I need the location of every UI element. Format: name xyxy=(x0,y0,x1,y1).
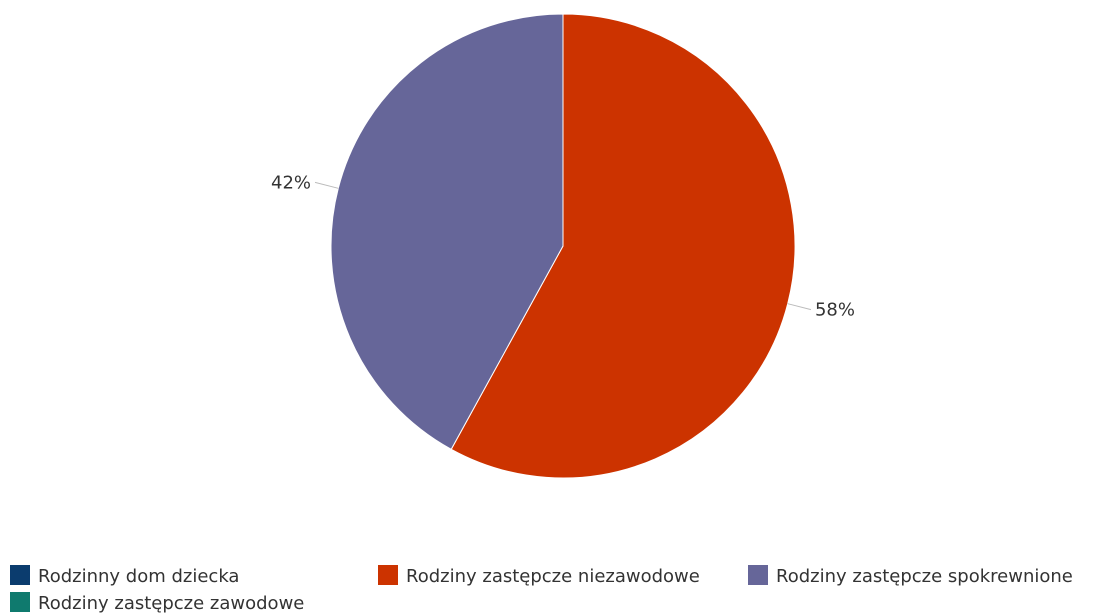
legend-swatch xyxy=(378,565,398,585)
pie-slice-rodziny-zastepcze-niezawodowe[interactable] xyxy=(450,13,796,479)
slice-leader-lines xyxy=(314,181,812,311)
legend-item-rodziny-zastepcze-zawodowe[interactable]: Rodziny zastępcze zawodowe xyxy=(10,592,304,614)
legend-item-rodziny-zastepcze-niezawodowe[interactable]: Rodziny zastępcze niezawodowe xyxy=(378,565,700,587)
legend-item-rodziny-zastepcze-spokrewnione[interactable]: Rodziny zastępcze spokrewnione xyxy=(748,565,1073,587)
legend-label: Rodziny zastępcze spokrewnione xyxy=(776,566,1073,587)
slice-label-rodziny-zastepcze-spokrewnione: 42% xyxy=(271,172,311,193)
legend-swatch xyxy=(10,592,30,612)
pie-slices xyxy=(330,13,796,479)
pie-slice-rodziny-zastepcze-spokrewnione[interactable] xyxy=(330,13,564,450)
legend-label: Rodzinny dom dziecka xyxy=(38,566,239,587)
leader-line-rodziny-zastepcze-niezawodowe xyxy=(787,303,812,311)
legend-swatch xyxy=(748,565,768,585)
legend-item-rodzinny-dom-dziecka[interactable]: Rodzinny dom dziecka xyxy=(10,565,239,587)
slice-label-rodziny-zastepcze-niezawodowe: 58% xyxy=(815,300,855,321)
leader-line-rodziny-zastepcze-spokrewnione xyxy=(314,181,339,189)
legend: Rodzinny dom dziecka Rodziny zastępcze ni… xyxy=(10,565,1073,614)
slice-labels: 58% 42% xyxy=(271,172,855,320)
legend-swatch xyxy=(10,565,30,585)
legend-label: Rodziny zastępcze zawodowe xyxy=(38,593,304,614)
legend-label: Rodziny zastępcze niezawodowe xyxy=(406,566,700,587)
